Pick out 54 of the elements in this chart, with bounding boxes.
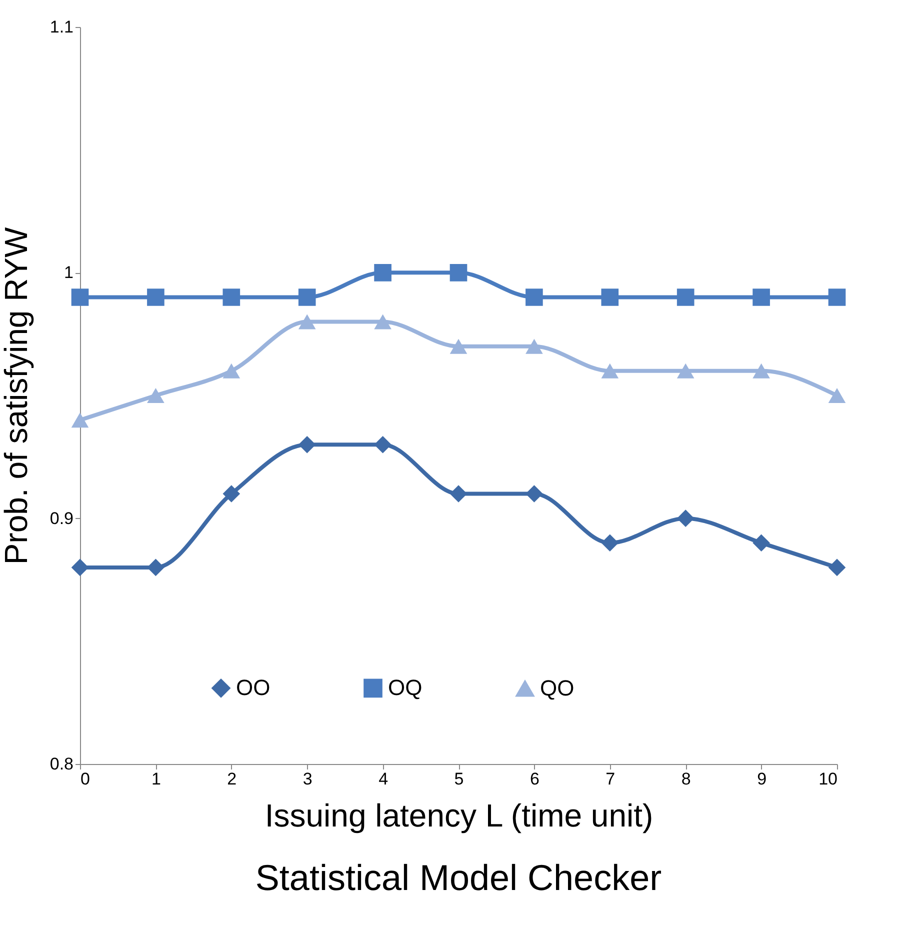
x-axis-title: Issuing latency L (time unit) [264,798,654,834]
point [601,288,619,306]
point [374,314,392,330]
point [752,534,770,552]
y-tick-label: 1.1 [50,18,74,36]
x-tick-label: 1 [151,770,161,788]
point [222,485,240,502]
point [298,288,316,306]
point [450,338,468,354]
point [752,363,770,378]
point [222,288,240,306]
point [450,485,468,502]
legend-label: OQ [388,675,422,700]
point [71,412,89,428]
point [828,558,846,576]
x-tick-label: 7 [606,770,616,788]
point [828,288,846,306]
point [374,436,392,454]
x-tick-label: 4 [378,770,388,788]
point [71,288,89,306]
point [676,510,694,527]
point [298,436,316,454]
y-tick-label: 0.9 [50,508,74,528]
point [147,558,164,576]
point [222,363,240,378]
x-tick-label: 8 [681,770,691,788]
point [374,264,392,282]
point [147,288,164,306]
x-tick-label: 10 [818,770,838,788]
y-tick-label: 1 [64,263,74,282]
x-tick-label: 2 [227,770,237,788]
legend-label: QO [540,676,574,700]
point [526,338,543,354]
x-tick-label: 3 [302,770,312,788]
point [526,288,543,306]
x-tick-label: 0 [80,770,90,788]
point [676,288,694,306]
x-tick-label: 9 [757,770,767,788]
text: Statistical Model Checker [255,857,662,898]
point [71,558,89,576]
point [828,388,846,403]
point [601,363,619,378]
y-axis-title: Prob. of satisfying RYW [0,226,34,565]
point [601,534,619,552]
point [147,388,164,403]
x-tick-label: 6 [530,770,540,788]
point [298,314,316,330]
y-tick-label: 0.8 [50,754,74,774]
point [526,485,543,502]
point [450,264,468,282]
point [676,363,694,378]
point [752,288,770,306]
legend-label: OO [236,675,270,700]
x-tick-label: 5 [454,770,464,788]
